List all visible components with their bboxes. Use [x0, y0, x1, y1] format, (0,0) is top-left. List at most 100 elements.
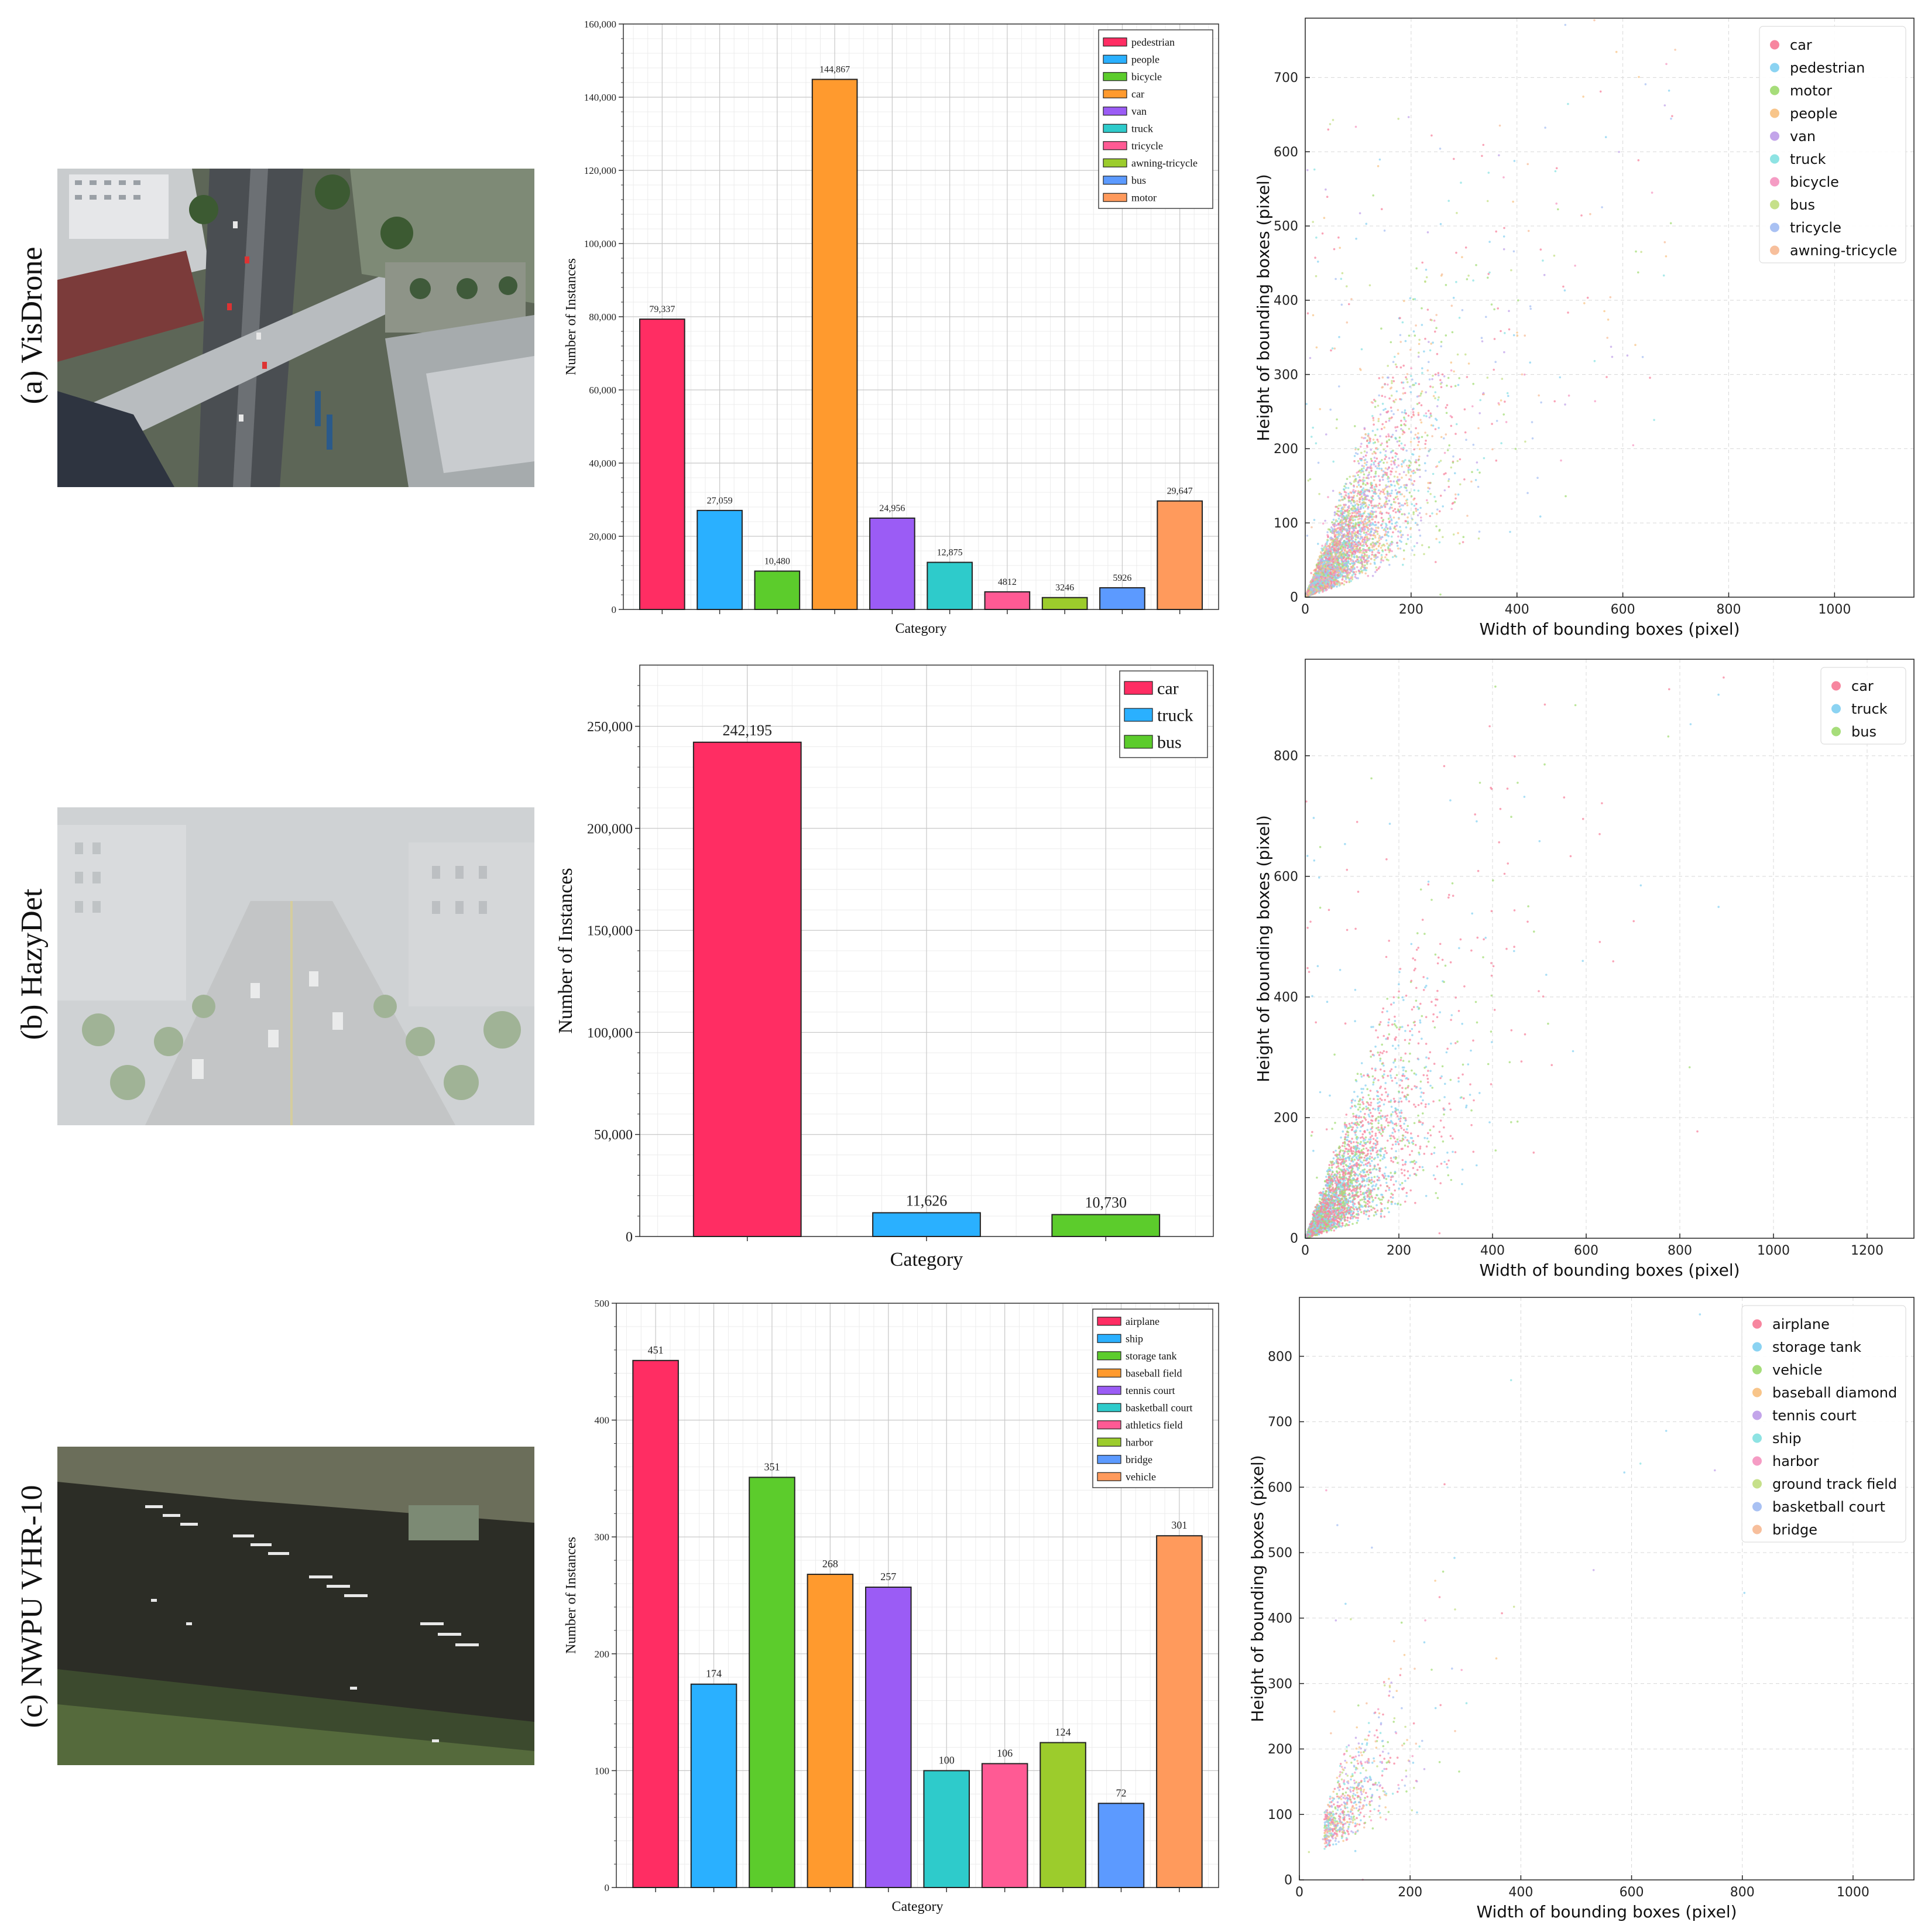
row-label-hazydet: (b) HazyDet: [15, 759, 50, 1169]
legend-marker: [1770, 246, 1779, 255]
bar-car: [812, 80, 857, 609]
legend-marker: [1831, 727, 1841, 737]
legend-marker: [1752, 1479, 1762, 1489]
legend-label: baseball diamond: [1772, 1385, 1897, 1401]
legend-marker: [1752, 1434, 1762, 1443]
y-tick-label: 700: [1268, 1415, 1292, 1430]
bar-ship: [691, 1684, 737, 1888]
bar-vehicle: [1157, 1536, 1202, 1888]
legend-label: bus: [1131, 174, 1146, 186]
bar-bus: [1052, 1215, 1159, 1236]
legend-label: truck: [1851, 701, 1888, 717]
legend-swatch: [1097, 1455, 1121, 1464]
legend-swatch: [1097, 1472, 1121, 1481]
legend-swatch: [1097, 1438, 1121, 1446]
bar-chart-svg: 0100200300400500451174351268257100106124…: [547, 1294, 1226, 1932]
x-tick-label: 400: [1480, 1244, 1505, 1258]
bar-awning-tricycle: [1042, 598, 1087, 609]
bar-tricycle: [985, 592, 1030, 609]
y-tick-label: 0: [1284, 1873, 1292, 1888]
legend-label: basketball court: [1772, 1499, 1885, 1515]
x-tick-label: 600: [1611, 602, 1635, 617]
legend-label: car: [1851, 678, 1874, 694]
x-tick-label: 800: [1730, 1885, 1755, 1900]
bar-truck: [873, 1212, 980, 1236]
legend-swatch: [1103, 90, 1127, 98]
y-axis-label: Height of bounding boxes (pixel): [1248, 1455, 1267, 1722]
legend-marker: [1770, 86, 1779, 95]
legend-label: bicycle: [1131, 71, 1162, 83]
legend-marker: [1831, 681, 1841, 691]
y-tick-label: 120,000: [584, 165, 616, 176]
legend-marker: [1770, 200, 1779, 210]
legend-swatch: [1103, 176, 1127, 184]
y-tick-label: 600: [1274, 870, 1298, 885]
x-tick-label: 1200: [1851, 1244, 1884, 1258]
y-tick-label: 100: [1274, 516, 1298, 531]
legend-swatch: [1103, 193, 1127, 201]
legend-label: harbor: [1126, 1437, 1153, 1448]
legend-label: awning-tricycle: [1131, 157, 1198, 169]
legend-label: car: [1790, 37, 1812, 53]
bar-value-label: 10,730: [1085, 1194, 1127, 1211]
legend-label: bus: [1790, 197, 1815, 213]
x-tick-label: 400: [1505, 602, 1529, 617]
y-tick-label: 20,000: [589, 531, 616, 542]
legend-label: harbor: [1772, 1453, 1819, 1469]
x-tick-label: 800: [1716, 602, 1741, 617]
x-tick-label: 1000: [1757, 1244, 1790, 1258]
y-tick-label: 400: [1274, 294, 1298, 309]
legend-label: tennis court: [1772, 1407, 1857, 1424]
y-tick-label: 50,000: [594, 1128, 633, 1143]
legend-marker: [1752, 1457, 1762, 1466]
x-axis-label: Width of bounding boxes (pixel): [1479, 619, 1740, 639]
y-tick-label: 0: [605, 1882, 610, 1893]
bar-airplane: [633, 1361, 678, 1888]
legend-swatch: [1103, 73, 1127, 81]
x-tick-label: 600: [1574, 1244, 1598, 1258]
y-axis-label: Number of Instances: [564, 258, 579, 375]
legend: carpedestrianmotorpeoplevantruckbicycleb…: [1759, 26, 1906, 263]
y-tick-label: 0: [612, 604, 617, 615]
bar-value-label: 174: [706, 1668, 722, 1680]
x-axis-label: Category: [896, 621, 947, 636]
bar-bicycle: [755, 571, 800, 610]
legend-marker: [1831, 704, 1841, 714]
legend-marker: [1752, 1388, 1762, 1397]
y-tick-label: 100,000: [587, 1026, 633, 1041]
legend-marker: [1752, 1525, 1762, 1534]
legend-label: truck: [1790, 151, 1826, 167]
y-tick-label: 160,000: [584, 19, 616, 30]
legend-marker: [1770, 177, 1779, 187]
legend-label: bus: [1157, 733, 1182, 752]
legend: pedestrianpeoplebicyclecarvantrucktricyc…: [1099, 30, 1213, 208]
x-tick-label: 200: [1398, 1885, 1422, 1900]
legend-swatch: [1103, 159, 1127, 167]
legend-swatch: [1097, 1352, 1121, 1360]
x-tick-label: 0: [1301, 602, 1309, 617]
legend-label: van: [1790, 128, 1816, 145]
y-axis-label: Height of bounding boxes (pixel): [1254, 174, 1273, 441]
legend-label: ship: [1126, 1333, 1143, 1345]
legend-label: motor: [1790, 83, 1832, 99]
x-tick-label: 200: [1399, 602, 1423, 617]
legend-marker: [1770, 132, 1779, 141]
bar-van: [870, 518, 915, 609]
legend-label: bridge: [1772, 1522, 1817, 1538]
bar-value-label: 4812: [998, 577, 1017, 587]
y-tick-label: 250,000: [587, 720, 633, 735]
y-tick-label: 100,000: [584, 238, 616, 249]
y-tick-label: 300: [595, 1532, 610, 1543]
bar-tennis-court: [866, 1587, 911, 1888]
scatter-points: [1305, 676, 1725, 1238]
